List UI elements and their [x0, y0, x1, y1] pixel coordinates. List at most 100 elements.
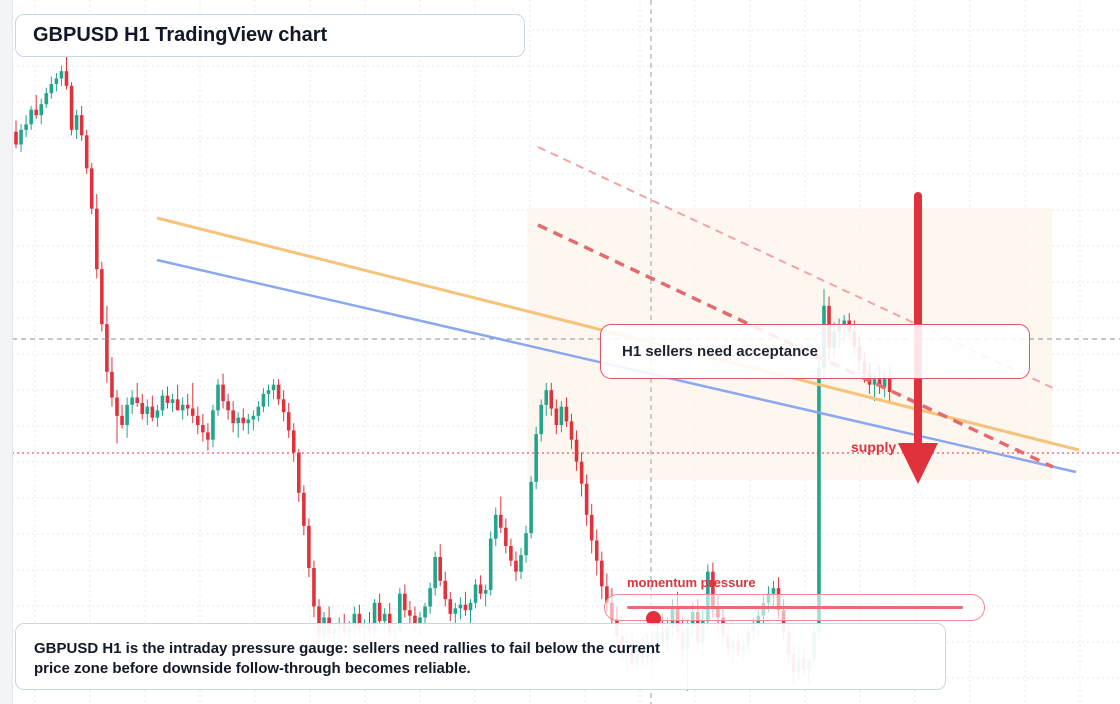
candle: [246, 414, 251, 435]
candle-body: [241, 417, 246, 424]
candle-body: [882, 377, 887, 387]
candle-body: [69, 85, 74, 130]
candle-body: [302, 492, 306, 526]
candle-body: [514, 560, 518, 572]
candle-body: [357, 613, 362, 629]
candle: [216, 379, 220, 416]
candle: [155, 404, 160, 427]
red-channel-upper[interactable]: [537, 146, 1054, 389]
candle-body: [312, 568, 316, 607]
candle: [29, 106, 33, 130]
candle: [499, 496, 503, 534]
candle: [165, 386, 170, 409]
candle: [175, 384, 180, 411]
candle-body: [564, 406, 569, 422]
candle-body: [433, 557, 437, 589]
candle: [478, 575, 483, 600]
candle-body: [49, 84, 54, 94]
candle-body: [468, 602, 473, 611]
candle: [569, 414, 574, 449]
candle-body: [398, 593, 402, 631]
candle: [261, 388, 266, 413]
candle-body: [246, 419, 251, 424]
candle-body: [403, 593, 407, 611]
candle-body: [509, 546, 513, 561]
candle-body: [44, 93, 49, 105]
candle: [185, 393, 190, 416]
candle-body: [180, 404, 185, 411]
candle-body: [261, 393, 266, 407]
candle-body: [276, 384, 281, 400]
candle: [196, 406, 200, 435]
candle: [110, 357, 114, 407]
candle: [19, 124, 23, 152]
candle-body: [473, 584, 478, 603]
gauge-label: momentum pressure: [627, 575, 756, 590]
candle-body: [39, 104, 44, 116]
candle-body: [387, 613, 392, 633]
candle-body: [201, 425, 205, 433]
gauge-track: [627, 606, 963, 626]
candle-body: [211, 410, 215, 440]
candle-body: [529, 481, 533, 534]
candle-body: [170, 399, 175, 403]
candle: [423, 602, 427, 627]
candle-body: [887, 377, 892, 392]
callout-box: H1 sellers need acceptance: [600, 324, 1030, 379]
candle: [286, 403, 291, 438]
candle: [14, 120, 18, 149]
candle: [24, 115, 28, 138]
candle: [600, 551, 604, 600]
candle-body: [59, 71, 64, 79]
candle-body: [115, 397, 119, 416]
candle-body: [221, 384, 225, 402]
gauge-knob[interactable]: [646, 611, 662, 626]
candle-body: [190, 408, 195, 416]
candle-body: [196, 415, 200, 425]
candle: [201, 414, 205, 442]
candle: [312, 560, 316, 618]
candle-body: [594, 540, 599, 561]
candle-body: [297, 452, 301, 493]
candle: [211, 404, 215, 447]
candle-body: [352, 613, 357, 627]
candle-body: [24, 124, 28, 130]
candle-body: [236, 417, 240, 424]
candle: [281, 390, 286, 422]
candle: [514, 551, 518, 581]
candle-body: [493, 514, 498, 539]
candle-body: [120, 415, 124, 425]
red-channel-lower[interactable]: [537, 223, 1054, 469]
candle: [529, 476, 533, 539]
candle: [549, 382, 554, 416]
candle-body: [408, 610, 412, 616]
candle: [559, 401, 564, 433]
candle-body: [175, 399, 180, 411]
candle-body: [448, 599, 453, 614]
candle: [180, 397, 185, 420]
candle: [89, 162, 94, 215]
candle: [403, 584, 407, 618]
candle-body: [54, 78, 59, 84]
candle-body: [145, 406, 150, 414]
candle-body: [488, 538, 493, 590]
candle: [276, 379, 281, 405]
candle: [554, 399, 559, 435]
candle: [79, 106, 84, 141]
candle: [54, 73, 59, 92]
candle: [135, 382, 139, 407]
candle-body: [95, 208, 99, 270]
candle-body: [842, 320, 846, 326]
candle: [206, 423, 210, 451]
candle: [594, 529, 599, 576]
candle-body: [135, 397, 139, 403]
momentum-gauge[interactable]: [604, 594, 985, 626]
candle-body: [524, 533, 528, 556]
candle: [428, 582, 432, 614]
candle-body: [19, 129, 23, 145]
candle-body: [286, 412, 291, 431]
candle-body: [226, 401, 230, 411]
candle-body: [251, 415, 256, 420]
candle-body: [231, 410, 235, 424]
candle-body: [483, 590, 488, 594]
